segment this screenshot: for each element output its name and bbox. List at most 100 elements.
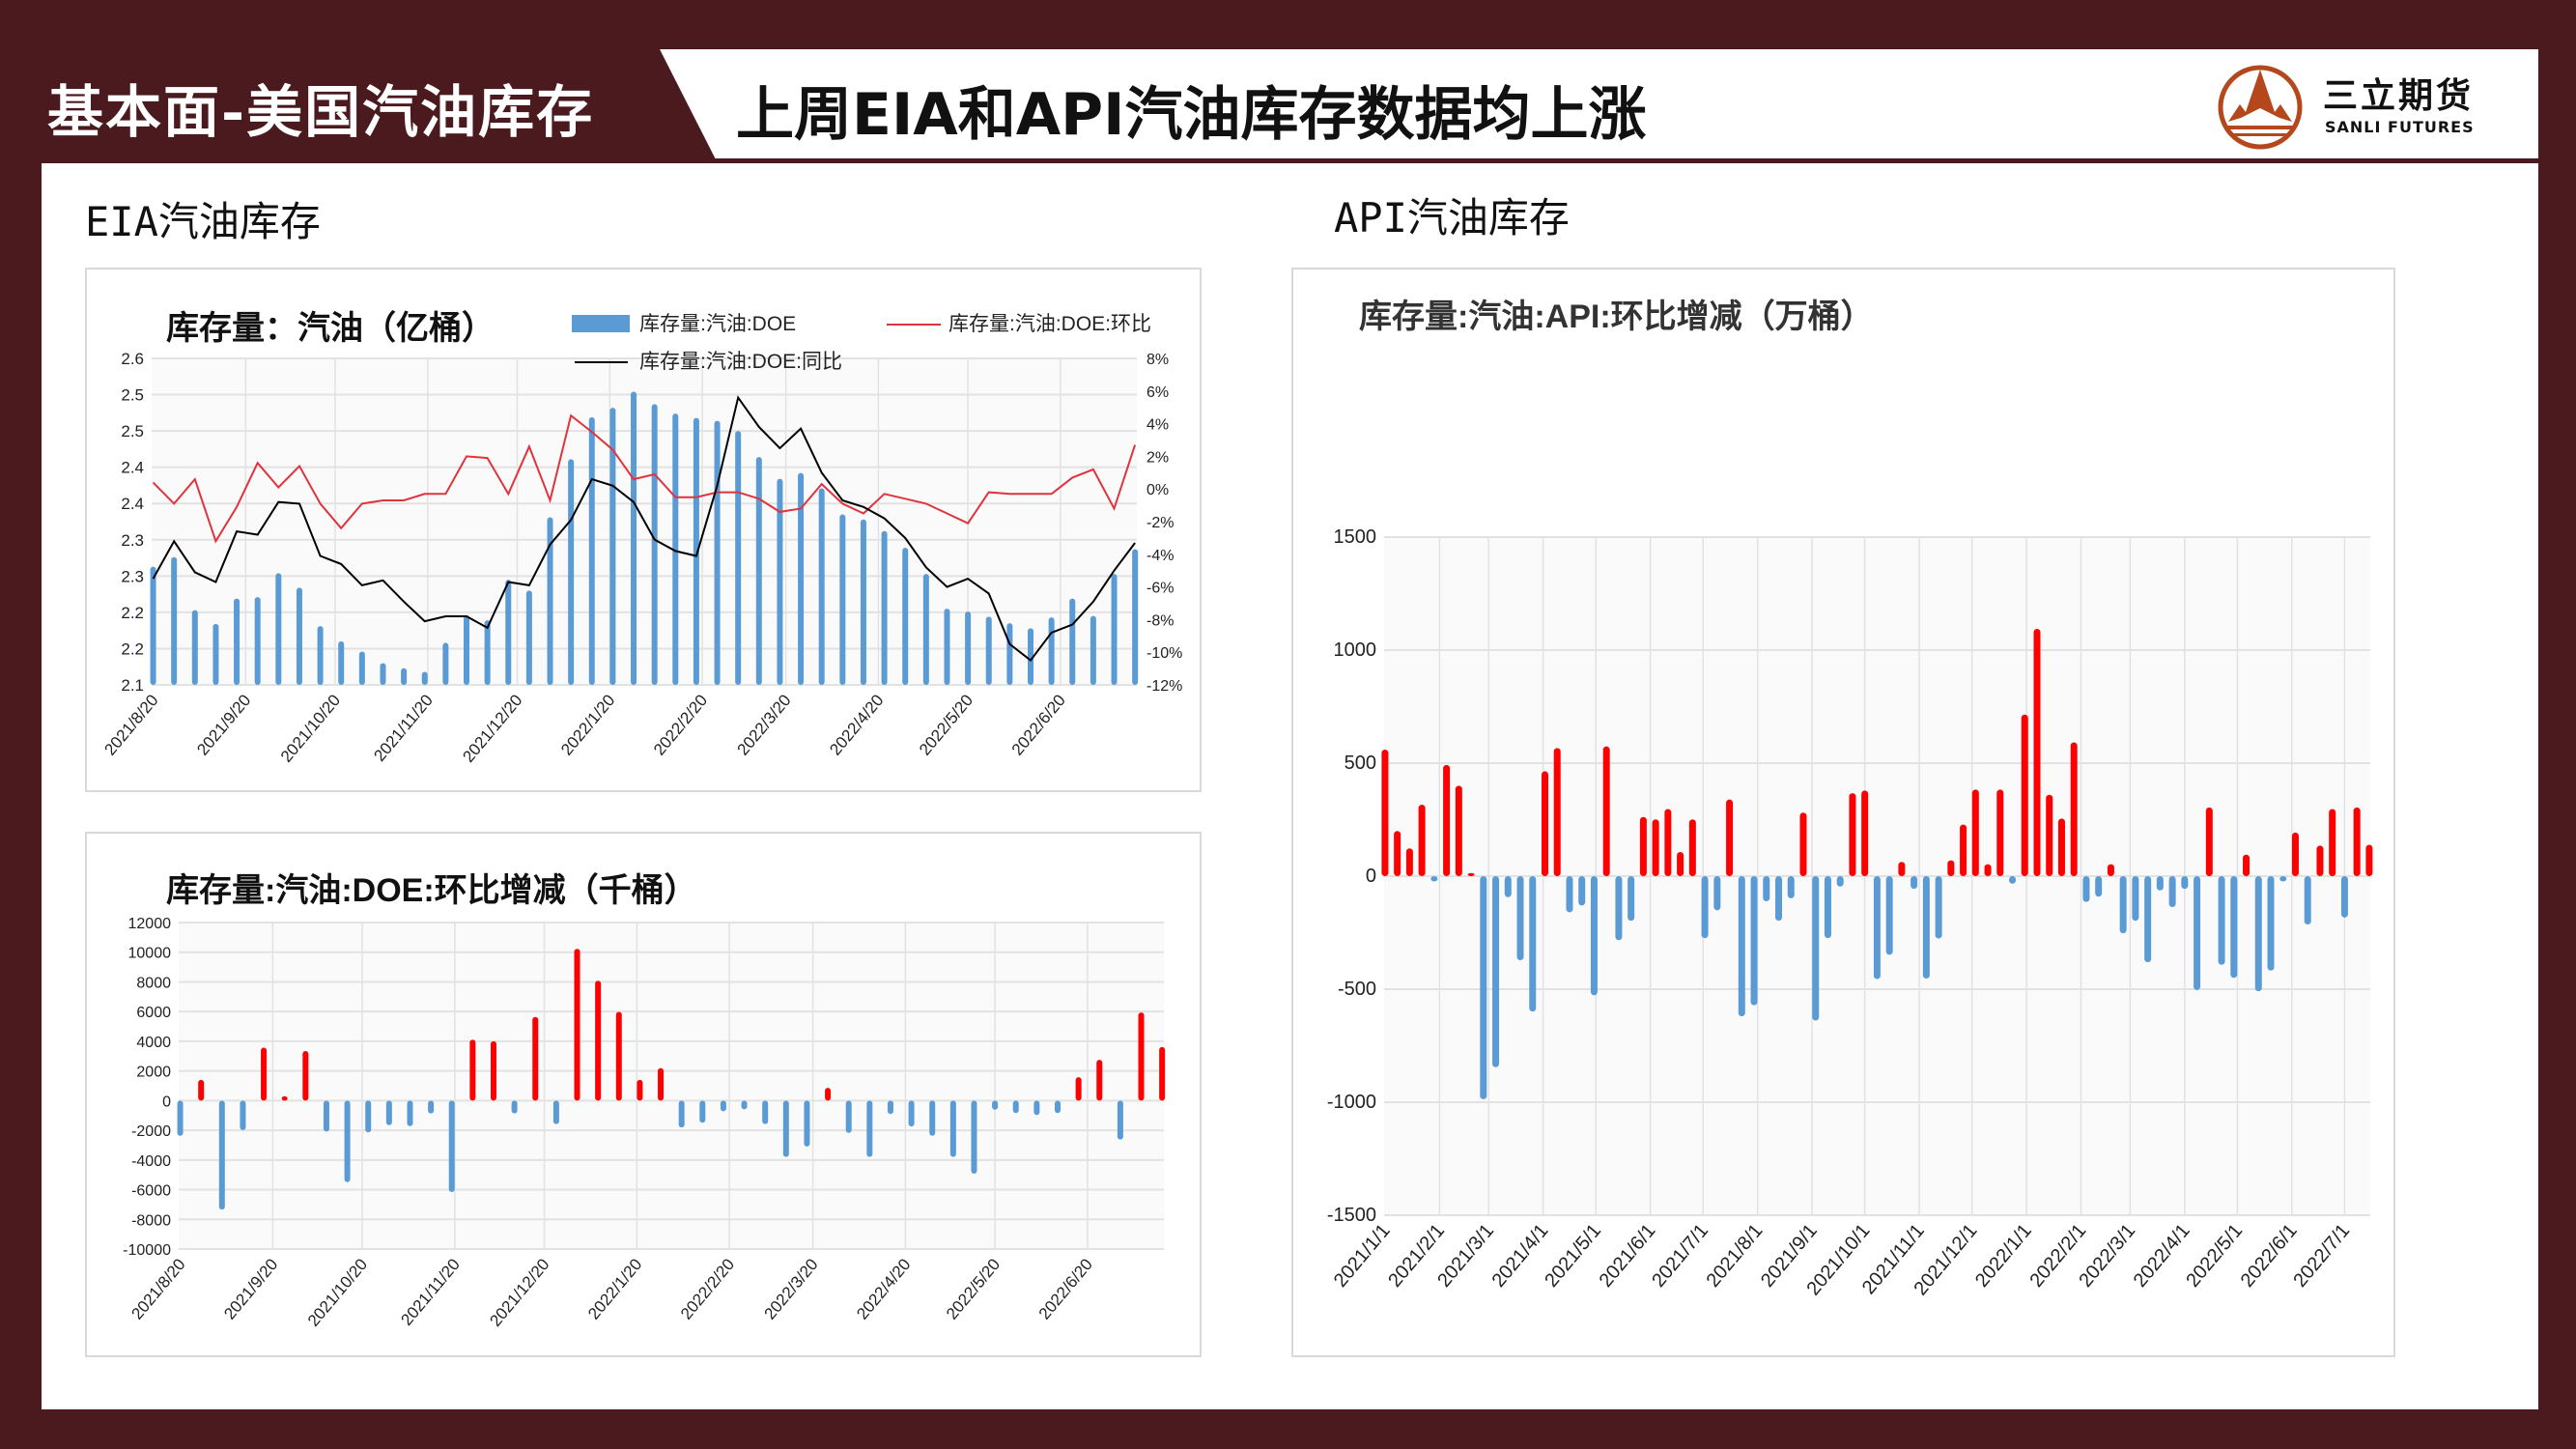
eia-weekly-change-chart-svg: 2021/8/20 2021/9/20 2021/10/20 2021/11/20 20… [123, 871, 1166, 1330]
bar [825, 1088, 832, 1101]
left-y-tick-label: 2.5 [121, 422, 144, 440]
plot-area [179, 923, 1164, 1249]
chart-title: 库存量:汽油:DOE:环比增减（千桶） [166, 871, 697, 909]
legend-bar-swatch [572, 315, 630, 332]
bar [595, 980, 602, 1101]
x-tick-label: 2022/6/20 [1008, 691, 1069, 758]
bar [714, 420, 721, 685]
bar [1566, 876, 1573, 913]
bar [902, 548, 909, 685]
bar [254, 597, 261, 685]
left-y-tick-label: 1500 [1334, 526, 1377, 548]
left-y-tick-label: 4000 [136, 1035, 171, 1051]
left-y-tick-label: -4000 [131, 1153, 171, 1170]
bar [1677, 851, 1684, 876]
bar [177, 1100, 184, 1136]
eia-inventory-chart-svg: 2021/8/20 2021/9/20 2021/10/20 2021/11/20 20… [100, 309, 1182, 766]
bar [568, 459, 575, 685]
bar [1590, 876, 1598, 996]
left-y-tick-label: 8000 [136, 975, 171, 991]
bar [448, 1100, 455, 1193]
bar [2194, 876, 2201, 990]
bar [1873, 876, 1881, 980]
bar [971, 1100, 977, 1174]
bar [1455, 785, 1462, 876]
left-y-tick-label: 2000 [136, 1065, 171, 1081]
bar [2267, 876, 2275, 971]
x-tick-label: 2021/10/20 [277, 691, 344, 765]
bar [2291, 832, 2299, 876]
bar [1639, 816, 1647, 876]
bar [2218, 876, 2225, 965]
right-y-tick-label: -12% [1146, 678, 1182, 695]
bar [407, 1100, 413, 1126]
bar [637, 1079, 643, 1101]
x-tick-label: 2022/5/20 [943, 1255, 1004, 1322]
left-y-tick-label: 2.4 [121, 459, 144, 477]
bar [1541, 771, 1548, 876]
left-y-tick-label: 2.4 [121, 495, 144, 513]
right-y-tick-label: 2% [1146, 449, 1169, 466]
bar [588, 416, 595, 685]
x-tick-label: 2022/5/1 [2182, 1220, 2247, 1292]
left-y-tick-label: -2000 [131, 1123, 171, 1140]
bar [1763, 876, 1770, 901]
bar [965, 611, 972, 685]
bar [782, 1100, 789, 1157]
bar [1861, 790, 1869, 876]
left-y-tick-label: 2.2 [121, 639, 144, 658]
bar [380, 663, 386, 685]
x-tick-label: 2022/3/20 [761, 1255, 822, 1322]
bar [631, 391, 637, 685]
bar [2057, 818, 2065, 876]
bar [1117, 1100, 1123, 1140]
legend-label: 库存量:汽油:DOE:同比 [639, 351, 842, 373]
right-y-tick-label: 4% [1146, 417, 1169, 434]
bar [2095, 876, 2103, 897]
bar [908, 1100, 915, 1127]
bar [1750, 876, 1758, 1006]
bar [839, 514, 846, 685]
bar [693, 417, 699, 685]
bar [1971, 789, 1979, 876]
bar [234, 598, 241, 685]
x-tick-label: 2022/6/20 [1035, 1255, 1096, 1322]
bar [150, 566, 156, 685]
left-y-tick-label: 6000 [136, 1005, 171, 1021]
bar [609, 408, 616, 685]
bar [1048, 617, 1055, 685]
bar [2230, 876, 2238, 979]
bar [1836, 876, 1844, 887]
bar [1504, 876, 1512, 897]
eia-heading: EIA汽油库存 [85, 198, 321, 245]
left-y-tick-label: -500 [1338, 979, 1376, 1000]
bar [442, 642, 449, 685]
x-tick-label: 2021/8/20 [100, 691, 161, 758]
bar [1984, 864, 1992, 876]
bar [1394, 831, 1401, 876]
bar [1381, 749, 1389, 876]
bar [2009, 876, 2017, 884]
eia-inventory-chart: 2021/8/20 2021/9/20 2021/10/20 2021/11/20 20… [85, 268, 1202, 792]
bar [296, 587, 302, 685]
bar [171, 556, 178, 685]
left-y-tick-label: -10000 [123, 1242, 171, 1259]
bar [922, 574, 929, 685]
bar [511, 1100, 518, 1114]
bar [798, 472, 805, 685]
bar [2329, 809, 2336, 876]
mom-line [152, 413, 1137, 544]
legend-label: 库存量:汽油:DOE:环比 [948, 313, 1151, 335]
bar [672, 413, 679, 685]
bar [490, 1040, 496, 1101]
bar [261, 1047, 268, 1101]
bar [804, 1100, 810, 1147]
bar [2365, 844, 2373, 876]
left-y-tick-label: 2.5 [121, 386, 144, 405]
bar [1054, 1100, 1061, 1114]
left-y-tick-label: 1000 [1334, 639, 1377, 661]
bar [2304, 876, 2311, 925]
x-tick-label: 2022/7/1 [2289, 1220, 2354, 1292]
bar [1849, 793, 1856, 876]
left-y-tick-label: -6000 [131, 1183, 171, 1200]
